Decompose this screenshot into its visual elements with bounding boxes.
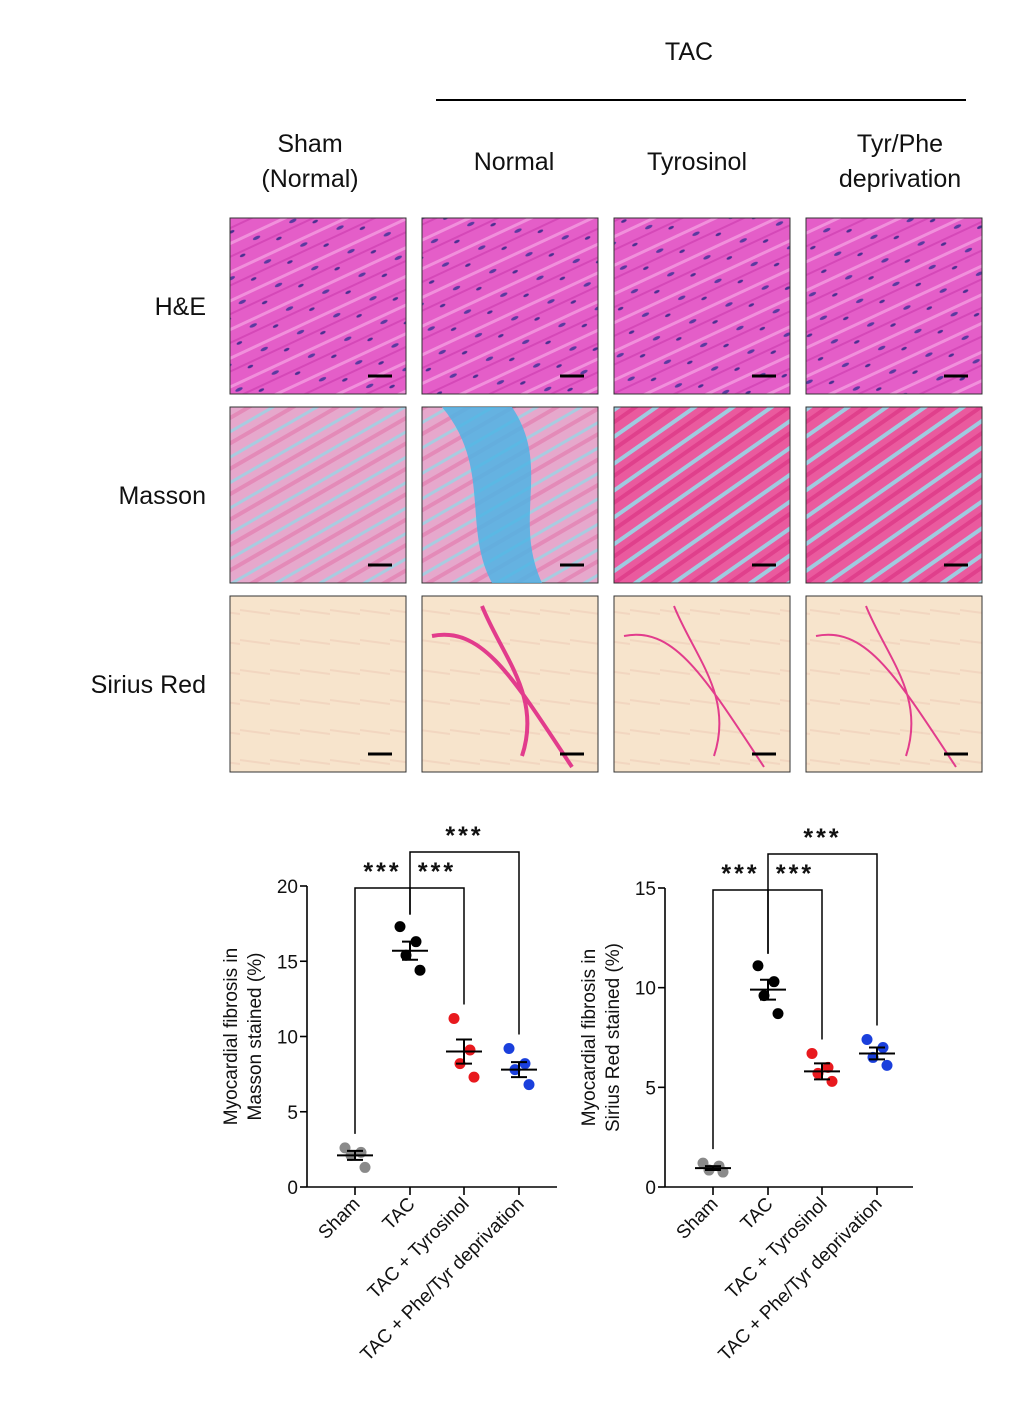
y-tick-label: 5 (645, 1078, 656, 1099)
micrograph (229, 217, 407, 395)
micrograph (805, 595, 983, 773)
data-point (826, 1075, 838, 1087)
y-tick-label: 5 (287, 1103, 298, 1124)
error-bar (511, 1061, 527, 1079)
y-axis-label: Masson stained (%) (245, 953, 266, 1121)
data-point (881, 1059, 893, 1071)
column-label: deprivation (839, 165, 961, 193)
column-label: Sham (277, 130, 342, 158)
error-bar (347, 1149, 363, 1161)
data-point (822, 1061, 834, 1073)
column-label: (Normal) (261, 165, 358, 193)
data-point (758, 990, 770, 1002)
x-tick-label: TAC (737, 1194, 778, 1235)
group-label: TAC (665, 38, 713, 66)
micrograph (229, 406, 407, 584)
error-bar (814, 1062, 830, 1081)
y-axis-label: Myocardial fibrosis in (221, 948, 242, 1125)
significance-label: *** (776, 860, 814, 888)
error-bar (705, 1165, 721, 1172)
y-tick-label: 15 (277, 952, 298, 973)
y-tick-label: 10 (635, 979, 656, 1000)
significance-bracket (409, 887, 465, 1005)
significance-bracket (712, 889, 769, 1150)
data-point (400, 949, 412, 961)
collagen-stain (442, 407, 542, 583)
micrograph (421, 217, 599, 395)
x-tick-label: Sham (315, 1194, 365, 1244)
data-point (772, 1008, 784, 1020)
column-label: Tyr/Phe (857, 130, 943, 158)
data-point (752, 960, 764, 972)
data-point (768, 976, 780, 988)
data-point (464, 1044, 476, 1056)
column-label: Normal (474, 148, 555, 176)
row-label: H&E (155, 293, 206, 321)
y-tick-label: 20 (277, 877, 298, 898)
y-tick-label: 0 (645, 1178, 656, 1199)
error-bar (456, 1038, 472, 1065)
significance-label: *** (445, 822, 483, 850)
significance-bracket (767, 889, 823, 1040)
significance-label: *** (418, 858, 456, 886)
data-point (448, 1012, 460, 1024)
micrograph (229, 595, 407, 773)
data-point (519, 1058, 531, 1070)
significance-label: *** (721, 860, 759, 888)
x-tick-label: TAC + Tyrosinol (364, 1194, 474, 1304)
row-label: Masson (118, 482, 206, 510)
data-point (414, 964, 426, 976)
micrograph (805, 406, 983, 584)
micrograph (613, 217, 791, 395)
micrograph (805, 217, 983, 395)
x-tick-label: TAC (379, 1194, 420, 1235)
micrograph (613, 406, 791, 584)
significance-bracket (409, 851, 520, 1035)
fibrosis-stain (431, 605, 574, 769)
data-point (468, 1071, 480, 1083)
error-bar (760, 978, 776, 1001)
y-tick-label: 15 (635, 879, 656, 900)
data-point (394, 921, 406, 933)
y-axis-label: Myocardial fibrosis in (579, 949, 600, 1126)
significance-label: *** (363, 858, 401, 886)
y-axis-label: Sirius Red stained (%) (603, 943, 624, 1132)
data-point (806, 1047, 818, 1059)
micrograph (421, 595, 599, 773)
error-bar (402, 940, 418, 961)
data-point (359, 1161, 371, 1173)
column-label: Tyrosinol (647, 148, 747, 176)
data-point (861, 1033, 873, 1045)
significance-bracket (767, 853, 878, 1026)
data-point (523, 1079, 535, 1091)
row-label: Sirius Red (91, 671, 206, 699)
y-tick-label: 10 (277, 1028, 298, 1049)
fibrosis-stain (815, 605, 957, 768)
x-tick-label: TAC + Tyrosinol (722, 1194, 832, 1304)
error-bar (869, 1046, 885, 1061)
y-tick-label: 0 (287, 1178, 298, 1199)
micrograph (613, 595, 791, 773)
x-tick-label: Sham (673, 1194, 723, 1244)
data-point (503, 1043, 515, 1055)
significance-label: *** (803, 824, 841, 852)
fibrosis-stain (623, 605, 765, 768)
